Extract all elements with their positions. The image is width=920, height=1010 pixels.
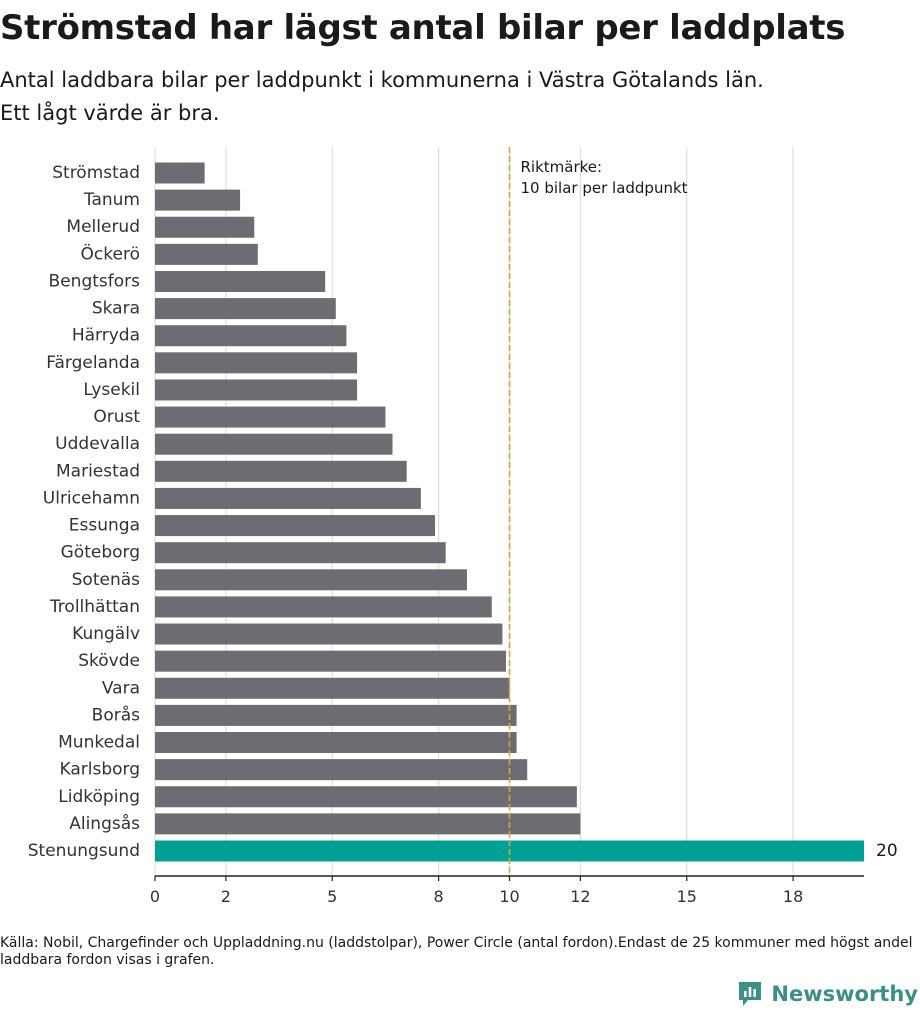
bar-Bengtsfors	[155, 270, 326, 292]
category-label: Alingsås	[69, 813, 140, 834]
bar-Härryda	[155, 325, 347, 347]
bar-Skara	[155, 298, 336, 320]
category-label: Ulricehamn	[43, 488, 140, 508]
category-label: Sotenäs	[72, 570, 141, 590]
bar-Mariestad	[155, 460, 407, 482]
bar-Kungälv	[155, 623, 503, 645]
category-label: Kungälv	[72, 624, 140, 644]
bar-Skövde	[155, 650, 506, 672]
x-tick-label: 15	[677, 887, 697, 906]
category-label: Göteborg	[61, 543, 140, 563]
bar-Lysekil	[155, 379, 358, 401]
bar-Mellerud	[155, 216, 255, 238]
bar-Sotenäs	[155, 569, 467, 591]
source-note: Källa: Nobil, Chargefinder och Uppladdni…	[0, 935, 913, 968]
x-tick-label: 5	[327, 887, 337, 906]
x-tick-label: 8	[434, 887, 444, 906]
x-axis: 0 2 5 8 10 12 15 18	[150, 875, 864, 906]
x-tick-label: 10	[499, 887, 519, 906]
x-tick-label: 0	[150, 887, 160, 906]
chart-title: Strömstad har lägst antal bilar per ladd…	[0, 8, 846, 48]
newsworthy-logo-icon	[739, 982, 762, 1006]
bar-Alingsås	[155, 813, 581, 835]
subtitle-line-1: Antal laddbara bilar per laddpunkt i kom…	[0, 68, 764, 92]
category-label: Munkedal	[58, 733, 140, 753]
reference-line-group: Riktmärke: 10 bilar per laddpunkt	[508, 147, 688, 876]
category-label: Tanum	[83, 190, 140, 210]
category-label: Strömstad	[52, 163, 140, 183]
category-label: Uddevalla	[55, 434, 140, 454]
bars: 20	[155, 162, 898, 862]
category-labels: Strömstad Tanum Mellerud Öckerö Bengtsfors Sk…	[28, 163, 141, 861]
bar-Strömstad	[155, 162, 205, 184]
bar-Vara	[155, 677, 510, 699]
category-label: Karlsborg	[59, 760, 140, 780]
bar-Munkedal	[155, 732, 517, 754]
category-label: Mariestad	[56, 461, 140, 481]
category-label: Borås	[92, 704, 140, 725]
bar-Borås	[155, 704, 517, 726]
category-label: Lysekil	[83, 380, 140, 400]
category-label: Öckerö	[81, 242, 140, 264]
category-label: Lidköping	[58, 787, 140, 807]
category-label: Skövde	[78, 651, 140, 671]
category-label: Essunga	[69, 516, 140, 536]
bar-Färgelanda	[155, 352, 358, 374]
bar-Orust	[155, 406, 386, 428]
category-label: Vara	[102, 678, 140, 698]
bar-Lidköping	[155, 786, 577, 808]
category-label: Stenungsund	[28, 841, 140, 861]
x-tick-label: 12	[570, 887, 590, 906]
category-label: Skara	[92, 299, 140, 319]
chart-subtitle: Antal laddbara bilar per laddpunkt i kom…	[0, 64, 910, 130]
reference-label-line-2: 10 bilar per laddpunkt	[521, 179, 688, 197]
category-label: Härryda	[72, 326, 140, 346]
brand-name: Newsworthy	[771, 982, 918, 1006]
bar-Essunga	[155, 515, 436, 537]
bar-Öckerö	[155, 243, 258, 265]
bar-chart: 20 StrömstadTanumMellerudÖckeröBengtsfor…	[28, 147, 898, 906]
bar-Uddevalla	[155, 433, 393, 455]
subtitle-line-2: Ett lågt värde är bra.	[0, 101, 220, 125]
x-tick-label: 18	[783, 887, 803, 906]
bar-Ulricehamn	[155, 487, 421, 509]
bar-Tanum	[155, 189, 241, 211]
category-label: Färgelanda	[46, 353, 140, 373]
bar-Göteborg	[155, 542, 446, 564]
reference-label-line-1: Riktmärke:	[521, 158, 603, 176]
category-label: Mellerud	[66, 217, 140, 237]
data-label-Stenungsund: 20	[876, 841, 898, 861]
bar-Karlsborg	[155, 759, 528, 781]
brand-logo: Newsworthy	[737, 980, 918, 1008]
category-label: Trollhättan	[49, 597, 140, 617]
x-tick-label: 2	[221, 887, 231, 906]
category-label: Bengtsfors	[49, 271, 141, 291]
bar-Trollhättan	[155, 596, 492, 618]
category-label: Orust	[93, 407, 140, 427]
